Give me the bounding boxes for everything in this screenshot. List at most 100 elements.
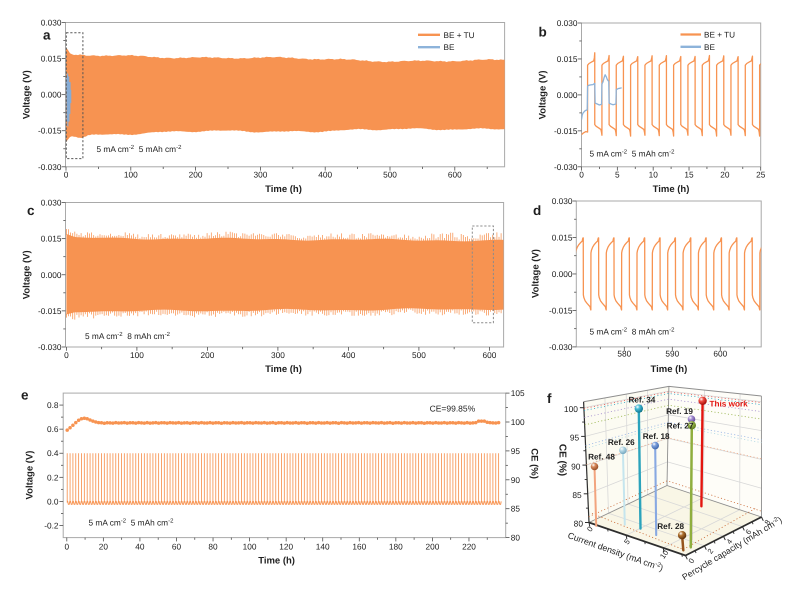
svg-text:Time (h): Time (h) bbox=[265, 184, 302, 195]
svg-text:Voltage (V): Voltage (V) bbox=[531, 249, 542, 298]
svg-text:0.015: 0.015 bbox=[552, 233, 573, 243]
svg-text:100: 100 bbox=[564, 404, 578, 414]
svg-text:0.015: 0.015 bbox=[41, 234, 62, 244]
svg-text:600: 600 bbox=[713, 348, 727, 358]
svg-text:25: 25 bbox=[756, 170, 766, 180]
svg-text:0: 0 bbox=[579, 170, 584, 180]
svg-text:90: 90 bbox=[511, 475, 521, 485]
svg-text:0.000: 0.000 bbox=[552, 269, 573, 279]
svg-text:5 mA cm-2​ 5 mAh cm-2​: 5 mA cm-2​ 5 mAh cm-2​ bbox=[97, 144, 183, 154]
svg-text:90: 90 bbox=[571, 461, 581, 471]
svg-text:a: a bbox=[43, 28, 51, 43]
svg-text:80: 80 bbox=[574, 519, 584, 529]
svg-text:5 mA cm-2​ 8 mAh cm-2​: 5 mA cm-2​ 8 mAh cm-2​ bbox=[590, 326, 676, 336]
svg-text:0: 0 bbox=[64, 350, 69, 360]
svg-text:Ref. 18: Ref. 18 bbox=[643, 432, 670, 441]
svg-text:300: 300 bbox=[253, 170, 267, 180]
svg-text:10: 10 bbox=[649, 170, 659, 180]
svg-text:100: 100 bbox=[511, 417, 525, 427]
svg-text:Voltage (V): Voltage (V) bbox=[25, 451, 36, 500]
svg-text:100: 100 bbox=[130, 350, 144, 360]
svg-text:-0.015: -0.015 bbox=[554, 126, 578, 136]
svg-text:This work: This work bbox=[709, 400, 748, 409]
svg-text:120: 120 bbox=[279, 541, 293, 551]
svg-text:e: e bbox=[21, 388, 29, 403]
svg-text:0.030: 0.030 bbox=[557, 18, 578, 28]
svg-text:Time (h): Time (h) bbox=[653, 184, 690, 195]
svg-text:20: 20 bbox=[720, 170, 730, 180]
svg-text:0.4: 0.4 bbox=[47, 448, 59, 458]
svg-text:f: f bbox=[547, 391, 552, 406]
svg-text:BE + TU: BE + TU bbox=[444, 31, 475, 40]
svg-text:105: 105 bbox=[511, 388, 525, 398]
svg-text:-0.030: -0.030 bbox=[549, 342, 573, 352]
svg-text:300: 300 bbox=[271, 350, 285, 360]
svg-text:200: 200 bbox=[189, 170, 203, 180]
svg-text:BE: BE bbox=[444, 43, 455, 52]
svg-text:0.030: 0.030 bbox=[552, 196, 573, 206]
svg-text:200: 200 bbox=[425, 541, 439, 551]
svg-text:95: 95 bbox=[511, 446, 521, 456]
svg-text:-0.030: -0.030 bbox=[554, 162, 578, 172]
svg-text:Ref. 26: Ref. 26 bbox=[608, 438, 635, 447]
svg-text:Ref. 28: Ref. 28 bbox=[657, 522, 684, 531]
svg-text:590: 590 bbox=[665, 348, 679, 358]
svg-text:85: 85 bbox=[572, 490, 582, 500]
svg-text:140: 140 bbox=[316, 541, 330, 551]
svg-text:Voltage (V): Voltage (V) bbox=[22, 70, 33, 119]
svg-text:100: 100 bbox=[124, 170, 138, 180]
svg-text:Ref. 19: Ref. 19 bbox=[666, 407, 693, 416]
svg-text:BE: BE bbox=[704, 43, 715, 52]
svg-text:-0.015: -0.015 bbox=[38, 306, 62, 316]
svg-text:580: 580 bbox=[617, 348, 631, 358]
svg-text:80: 80 bbox=[511, 533, 521, 543]
svg-text:Ref. 34: Ref. 34 bbox=[628, 395, 655, 404]
svg-text:0.000: 0.000 bbox=[41, 90, 62, 100]
svg-text:CE=99.85%: CE=99.85% bbox=[430, 404, 476, 414]
svg-text:Time (h): Time (h) bbox=[265, 364, 302, 375]
svg-text:b: b bbox=[539, 25, 547, 40]
svg-text:400: 400 bbox=[341, 350, 355, 360]
svg-text:0.000: 0.000 bbox=[557, 90, 578, 100]
svg-text:BE + TU: BE + TU bbox=[704, 31, 735, 40]
svg-text:80: 80 bbox=[208, 541, 218, 551]
svg-text:60: 60 bbox=[172, 541, 182, 551]
svg-text:d: d bbox=[533, 203, 541, 218]
svg-text:600: 600 bbox=[448, 170, 462, 180]
svg-text:Time (h): Time (h) bbox=[651, 364, 688, 375]
svg-text:-0.015: -0.015 bbox=[549, 305, 573, 315]
svg-text:0: 0 bbox=[64, 170, 69, 180]
svg-text:5: 5 bbox=[615, 170, 620, 180]
svg-text:CE (%): CE (%) bbox=[557, 444, 568, 476]
svg-text:220: 220 bbox=[462, 541, 476, 551]
svg-text:0.015: 0.015 bbox=[557, 54, 578, 64]
svg-text:0.0: 0.0 bbox=[47, 496, 59, 506]
svg-text:-0.015: -0.015 bbox=[38, 126, 62, 136]
svg-text:20: 20 bbox=[99, 541, 109, 551]
svg-text:Voltage (V): Voltage (V) bbox=[538, 70, 549, 119]
svg-text:5 mA cm-2​ 8 mAh cm-2​: 5 mA cm-2​ 8 mAh cm-2​ bbox=[85, 331, 171, 341]
svg-text:-0.030: -0.030 bbox=[38, 342, 62, 352]
svg-text:c: c bbox=[27, 203, 35, 218]
svg-text:0.6: 0.6 bbox=[47, 424, 59, 434]
svg-text:Ref. 27: Ref. 27 bbox=[667, 422, 694, 431]
svg-text:500: 500 bbox=[383, 170, 397, 180]
svg-text:-0.2: -0.2 bbox=[44, 521, 59, 531]
svg-text:0: 0 bbox=[64, 541, 69, 551]
svg-text:5 mA cm-2​ 5 mAh cm-2​: 5 mA cm-2​ 5 mAh cm-2​ bbox=[89, 517, 175, 527]
svg-text:0.2: 0.2 bbox=[47, 472, 59, 482]
svg-text:Ref. 48: Ref. 48 bbox=[588, 453, 615, 462]
svg-text:CE (%): CE (%) bbox=[529, 448, 540, 479]
svg-text:Time (h): Time (h) bbox=[258, 555, 295, 566]
svg-text:95: 95 bbox=[570, 433, 580, 443]
svg-text:180: 180 bbox=[389, 541, 403, 551]
svg-text:0.030: 0.030 bbox=[41, 18, 62, 28]
svg-text:0.000: 0.000 bbox=[41, 270, 62, 280]
svg-text:500: 500 bbox=[412, 350, 426, 360]
svg-text:600: 600 bbox=[482, 350, 496, 360]
svg-text:0.015: 0.015 bbox=[41, 54, 62, 64]
svg-text:Voltage (V): Voltage (V) bbox=[22, 250, 33, 299]
svg-text:15: 15 bbox=[684, 170, 694, 180]
svg-text:40: 40 bbox=[135, 541, 145, 551]
svg-text:100: 100 bbox=[243, 541, 257, 551]
